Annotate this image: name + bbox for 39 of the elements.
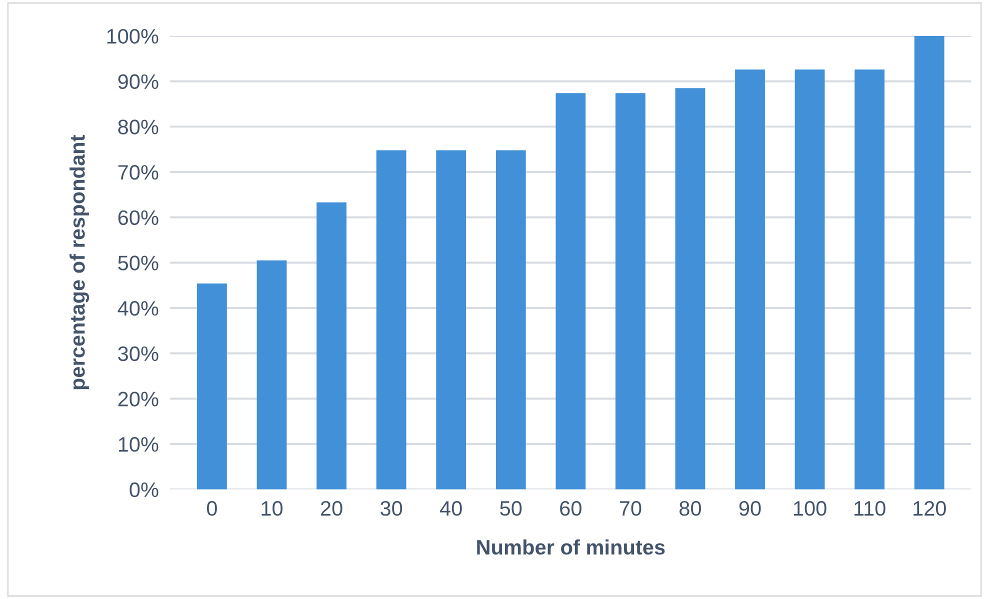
x-tick-label: 30 [380,501,402,516]
x-tick-label: 50 [500,501,522,516]
y-tick-label: 20% [118,392,158,406]
x-axis-title: Number of minutes [477,539,665,555]
y-tick-label: 60% [118,210,158,226]
bar [675,88,706,490]
bar [556,93,586,490]
bar [496,150,526,490]
y-tick-label: 100% [107,28,158,44]
bar [256,260,287,490]
x-tick-label: 90 [739,501,761,516]
x-tick-label: 100 [794,501,826,516]
x-tick-label: 40 [440,501,462,516]
x-tick-label: 120 [914,501,946,516]
y-tick-label: 70% [118,164,158,180]
x-tick-label: 20 [320,501,342,516]
bar [735,69,765,490]
x-tick-label: 70 [620,501,642,516]
bar [316,202,346,490]
bar [436,150,466,490]
x-tick-label: 60 [560,501,582,516]
x-tick-label: 10 [262,501,283,516]
y-tick-label: 40% [118,301,158,316]
bar [794,69,825,490]
y-tick-label: 90% [118,74,158,90]
x-tick-label: 0 [206,501,217,516]
bar [615,93,646,490]
x-tick-label: 80 [680,501,701,516]
bar [197,284,227,490]
bar [376,150,406,490]
y-tick-label: 0% [130,482,158,498]
y-tick-label: 50% [118,256,158,270]
bar [854,69,885,490]
y-tick-label: 30% [118,346,158,362]
x-tick-label: 110 [854,501,886,516]
y-tick-label: 10% [118,437,158,452]
y-tick-label: 80% [118,120,158,134]
y-axis-title: percentage of respondant [70,134,90,390]
bar [914,36,944,490]
